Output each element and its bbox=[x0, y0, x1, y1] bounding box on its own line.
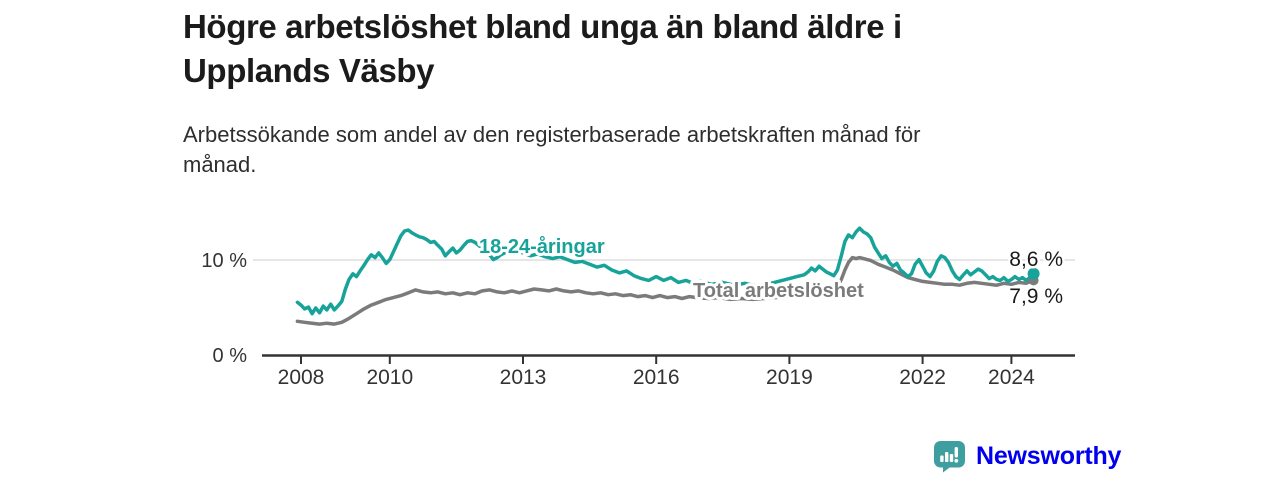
chart-subtitle-line2: månad. bbox=[183, 152, 257, 177]
series-label-total: Total arbetslöshet bbox=[693, 280, 864, 302]
chart-subtitle-line1: Arbetssökande som andel av den registerb… bbox=[183, 122, 921, 147]
x-tick-label: 2019 bbox=[766, 366, 813, 389]
newsworthy-logo-icon bbox=[934, 441, 965, 473]
x-tick-label: 2010 bbox=[366, 366, 413, 389]
x-tick-label: 2024 bbox=[988, 366, 1035, 389]
x-tick-label: 2016 bbox=[633, 366, 680, 389]
chart-title: Högre arbetslöshet bland unga än bland ä… bbox=[183, 5, 1043, 93]
x-tick-label: 2022 bbox=[899, 366, 946, 389]
x-tick-label: 2013 bbox=[500, 366, 547, 389]
y-tick-label-0: 0 % bbox=[213, 345, 248, 367]
end-value-label-total: 7,9 % bbox=[1009, 285, 1063, 308]
line-18-24-ringar bbox=[295, 226, 1036, 316]
chart-title-line2: Upplands Väsby bbox=[183, 52, 435, 89]
newsworthy-logo-link[interactable]: Newsworthy bbox=[933, 440, 1121, 473]
series-label-youth: 18-24-åringar bbox=[479, 235, 605, 258]
y-tick-label-10: 10 % bbox=[201, 250, 247, 272]
series-layer bbox=[295, 226, 1040, 326]
line-total-arbetsl-shet bbox=[295, 255, 1036, 326]
x-ticks-layer: 2008 2010 2013 2016 2019 2022 2024 bbox=[278, 355, 1035, 389]
x-tick-label: 2008 bbox=[278, 366, 325, 389]
end-value-label-youth: 8,6 % bbox=[1009, 248, 1063, 271]
chart-title-line1: Högre arbetslöshet bland unga än bland ä… bbox=[183, 8, 902, 45]
end-dot-18-24-ringar bbox=[1027, 267, 1040, 280]
newsworthy-logo-text: Newsworthy bbox=[976, 442, 1122, 470]
chart-subtitle: Arbetssökande som andel av den registerb… bbox=[183, 120, 1043, 180]
